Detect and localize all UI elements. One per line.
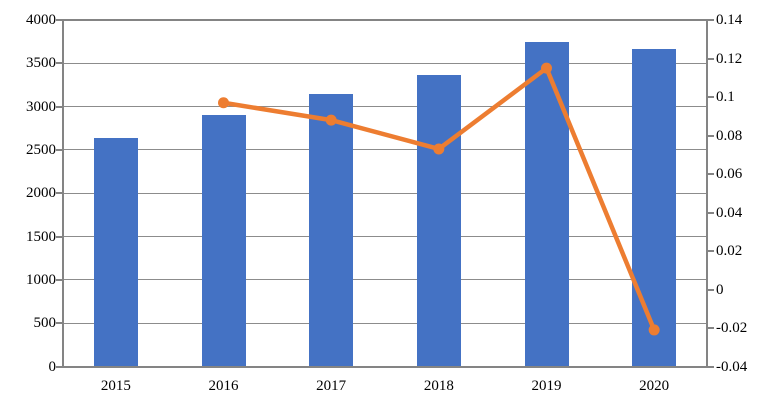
y-axis-right-label: 0.12 <box>716 50 743 67</box>
y-axis-left-label: 0 <box>48 358 57 375</box>
y-axis-right-label: 0.08 <box>716 127 743 144</box>
y-axis-left-tick <box>56 322 62 325</box>
y-axis-left-tick <box>56 62 62 65</box>
y-axis-left-tick <box>56 19 62 21</box>
y-axis-left-tick <box>56 192 62 195</box>
y-axis-left-label: 2500 <box>26 141 56 158</box>
y-axis-left-tick <box>56 235 62 238</box>
y-axis-right-label: 0 <box>716 281 724 298</box>
y-axis-left-tick <box>56 105 62 108</box>
x-axis-label-2016: 2016 <box>208 378 239 394</box>
x-axis-label-2020: 2020 <box>639 378 670 394</box>
y-axis-right-label: 0.14 <box>716 12 743 28</box>
x-axis-label-2017: 2017 <box>316 378 347 394</box>
y-axis-left-label: 4000 <box>26 12 56 28</box>
y-axis-left-label: 500 <box>33 315 57 332</box>
y-axis-left-tick <box>56 365 62 368</box>
y-axis-right-tick <box>708 173 714 175</box>
y-axis-left-tick <box>56 278 62 281</box>
y-axis-right-label: 0.1 <box>716 89 735 105</box>
y-axis-right-tick <box>708 288 714 291</box>
y-axis-right-label: -0.02 <box>716 320 748 336</box>
y-axis-right-tick <box>708 327 714 329</box>
y-axis-right-tick <box>708 134 714 137</box>
y-axis-left-tick <box>56 148 62 151</box>
y-axis-right-tick <box>708 250 714 252</box>
y-axis-right-label: 0.02 <box>716 243 743 259</box>
plot-border <box>62 19 708 368</box>
y-axis-right-tick <box>708 19 714 21</box>
x-axis-label-2019: 2019 <box>531 378 562 394</box>
gridline <box>62 62 708 64</box>
y-axis-right-tick <box>708 57 714 60</box>
y-axis-left-label: 1500 <box>26 228 56 245</box>
y-axis-right-label: -0.04 <box>716 358 748 375</box>
y-axis-right-label: 0.04 <box>716 204 743 221</box>
y-axis-right-tick <box>708 96 714 98</box>
x-axis-label-2018: 2018 <box>423 378 454 394</box>
y-axis-right-label: 0.06 <box>716 166 743 182</box>
x-axis-label-2015: 2015 <box>100 378 131 394</box>
y-axis-left-label: 3500 <box>26 55 56 72</box>
y-axis-left-label: 3000 <box>26 98 56 115</box>
y-axis-left-label: 2000 <box>26 185 56 202</box>
y-axis-right-tick <box>708 365 714 368</box>
y-axis-left-label: 1000 <box>26 271 56 288</box>
bar-2015 <box>93 137 138 367</box>
y-axis-right-tick <box>708 211 714 214</box>
